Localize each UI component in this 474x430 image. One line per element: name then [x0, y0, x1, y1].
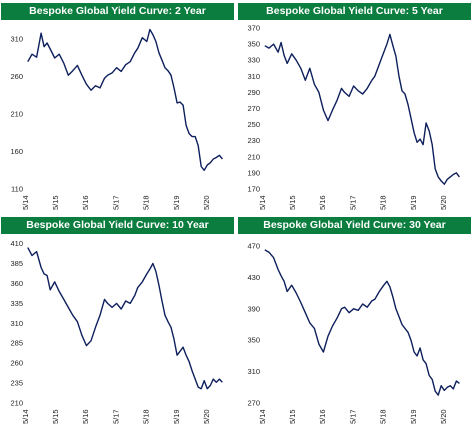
chart-title: Bespoke Global Yield Curve: 5 Year — [238, 3, 471, 20]
chart-title: Bespoke Global Yield Curve: 10 Year — [1, 217, 234, 234]
y-tick-label: 360 — [10, 279, 23, 288]
series-line — [27, 247, 223, 390]
y-tick-label: 290 — [247, 88, 260, 97]
x-tick-label: 5/16 — [318, 409, 327, 424]
y-tick-label: 350 — [247, 336, 260, 345]
y-tick-label: 250 — [247, 120, 260, 129]
series-line — [264, 33, 460, 185]
x-tick-label: 5/20 — [202, 409, 211, 424]
chart-title: Bespoke Global Yield Curve: 2 Year — [1, 3, 234, 20]
x-tick-label: 5/14 — [21, 195, 30, 210]
x-tick-label: 5/17 — [111, 409, 120, 424]
y-tick-label: 270 — [247, 104, 260, 113]
panel-30-year: Bespoke Global Yield Curve: 30 Year 270 3… — [238, 217, 471, 429]
y-tick-label: 110 — [11, 185, 23, 194]
y-tick-label: 270 — [247, 399, 260, 408]
line-chart-10-year: 210 235 260 285 310 335 360 385 410 5/14 5/15 5/16 5… — [10, 239, 223, 424]
y-tick-label: 285 — [10, 339, 23, 348]
y-tick-label: 190 — [247, 168, 260, 177]
x-tick-label: 5/16 — [81, 195, 90, 210]
x-tick-label: 5/15 — [288, 195, 297, 210]
y-tick-label: 370 — [247, 24, 260, 33]
y-tick-label: 430 — [247, 273, 260, 282]
line-chart-5-year: 170 190 210 230 250 270 290 310 330 350 370 5/14 5/1… — [247, 24, 460, 210]
x-tick-label: 5/16 — [318, 195, 327, 210]
x-tick-label: 5/19 — [409, 195, 418, 210]
x-tick-label: 5/20 — [202, 195, 211, 210]
x-tick-label: 5/18 — [142, 195, 151, 210]
y-tick-label: 260 — [10, 72, 23, 81]
y-tick-label: 235 — [10, 379, 23, 388]
x-tick-label: 5/17 — [348, 195, 357, 210]
x-tick-label: 5/19 — [172, 195, 181, 210]
line-chart-30-year: 270 310 350 390 430 470 5/14 5/15 5/16 5/17 5/18 5/… — [247, 241, 460, 424]
x-tick-label: 5/15 — [288, 409, 297, 424]
x-tick-label: 5/20 — [439, 409, 448, 424]
series-line — [27, 28, 223, 172]
y-tick-label: 310 — [10, 35, 23, 44]
y-tick-label: 385 — [10, 259, 23, 268]
x-tick-label: 5/17 — [348, 409, 357, 424]
x-tick-label: 5/15 — [51, 409, 60, 424]
y-tick-label: 390 — [247, 304, 260, 313]
x-tick-label: 5/20 — [439, 195, 448, 210]
y-tick-label: 335 — [10, 299, 23, 308]
panel-5-year: Bespoke Global Yield Curve: 5 Year 170 19… — [238, 3, 471, 215]
x-tick-label: 5/18 — [142, 409, 151, 424]
series-line — [264, 249, 460, 396]
y-tick-label: 210 — [10, 110, 23, 119]
y-tick-label: 230 — [247, 136, 260, 145]
y-tick-label: 330 — [247, 56, 260, 65]
panel-2-year: Bespoke Global Yield Curve: 2 Year 110 16… — [1, 3, 234, 215]
x-tick-label: 5/18 — [379, 195, 388, 210]
panel-10-year: Bespoke Global Yield Curve: 10 Year 210 2… — [1, 217, 234, 429]
x-tick-label: 5/14 — [21, 409, 30, 424]
y-tick-label: 210 — [10, 399, 23, 408]
y-tick-label: 470 — [247, 241, 260, 250]
y-tick-label: 310 — [247, 367, 260, 376]
x-tick-label: 5/19 — [172, 409, 181, 424]
y-tick-label: 210 — [247, 152, 260, 161]
y-tick-label: 350 — [247, 40, 260, 49]
x-tick-label: 5/19 — [409, 409, 418, 424]
chart-title: Bespoke Global Yield Curve: 30 Year — [238, 217, 471, 234]
line-chart-2-year: 110 160 210 260 310 5/14 5/15 5/16 5/17 5/18 5/19 5… — [10, 28, 223, 210]
y-tick-label: 410 — [10, 239, 23, 248]
x-tick-label: 5/14 — [258, 409, 267, 424]
y-tick-label: 260 — [10, 359, 23, 368]
x-tick-label: 5/16 — [81, 409, 90, 424]
y-tick-label: 170 — [247, 185, 260, 194]
x-tick-label: 5/17 — [111, 195, 120, 210]
x-tick-label: 5/15 — [51, 195, 60, 210]
y-tick-label: 310 — [247, 72, 260, 81]
y-tick-label: 310 — [10, 319, 23, 328]
x-tick-label: 5/18 — [379, 409, 388, 424]
x-tick-label: 5/14 — [258, 195, 267, 210]
y-tick-label: 160 — [10, 147, 23, 156]
